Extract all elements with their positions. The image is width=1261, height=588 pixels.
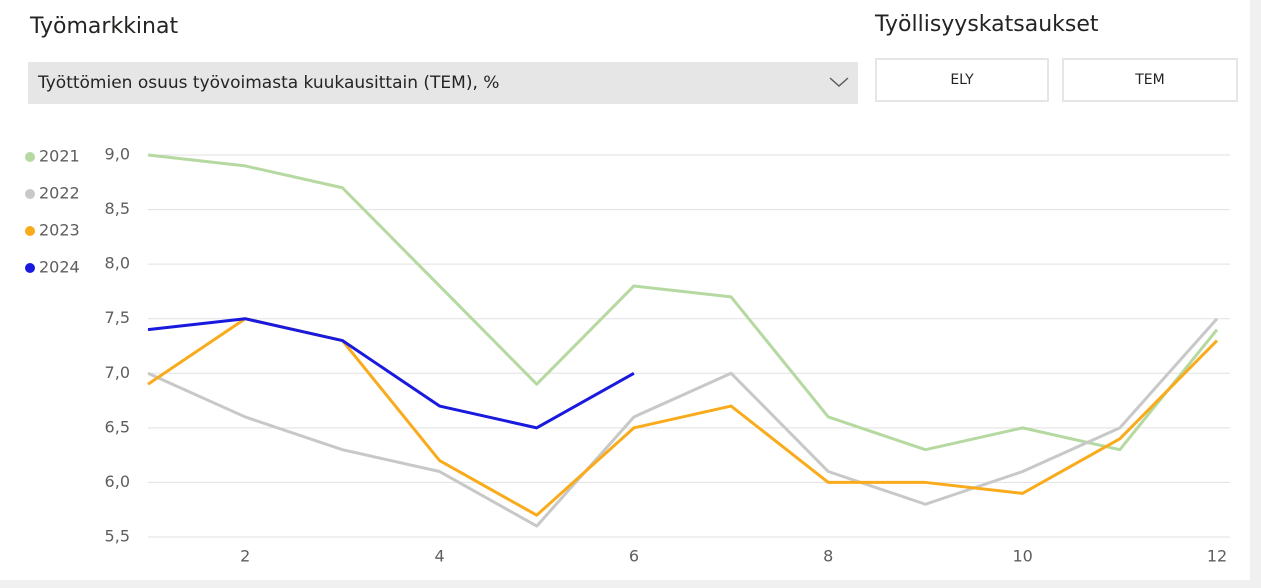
legend-label: 2021 xyxy=(39,147,80,166)
y-tick-label: 6,0 xyxy=(105,472,130,491)
legend-dot xyxy=(25,152,35,162)
button[interactable]: TEM xyxy=(1062,58,1238,102)
reports-title: Työllisyyskatsaukset xyxy=(875,12,1099,37)
chart: 5,5 6,0 6,5 7,0 7,5 8,0 8,5 9,0 2 4 6 8 10 12 2021 2022… xyxy=(25,145,1230,566)
legend-dot xyxy=(25,226,35,236)
y-tick-label: 5,5 xyxy=(105,527,130,546)
x-tick-label: 10 xyxy=(1012,547,1032,566)
header-title: Työmarkkinat xyxy=(30,14,179,39)
y-tick-label: 8,0 xyxy=(105,254,130,273)
y-tick-label: 8,5 xyxy=(105,199,130,218)
line xyxy=(147,317,1219,528)
x-tick-label: 12 xyxy=(1207,547,1227,566)
dropdown-text: Työttömien osuus työvoimasta kuukausitta… xyxy=(38,73,500,93)
y-tick-label: 7,5 xyxy=(105,308,130,327)
legend-label: 2023 xyxy=(39,221,80,240)
y-tick-label: 6,5 xyxy=(105,417,130,436)
x-tick-label: 4 xyxy=(434,547,444,566)
y-tick-label: 9,0 xyxy=(105,145,130,164)
chevron xyxy=(829,77,849,88)
x-tick-label: 6 xyxy=(629,547,639,566)
x-tick-label: 8 xyxy=(823,547,833,566)
y-tick-label: 7,0 xyxy=(105,363,130,382)
card: Työmarkkinat Työttömien osuus työvoimast… xyxy=(0,0,1250,580)
line xyxy=(147,317,1219,517)
legend-label: 2022 xyxy=(39,184,80,203)
line xyxy=(147,317,635,430)
button[interactable]: ELY xyxy=(875,58,1049,102)
line xyxy=(147,153,1219,452)
legend-label: 2024 xyxy=(39,258,80,277)
legend-dot xyxy=(25,263,35,273)
legend-dot xyxy=(25,189,35,199)
x-tick-label: 2 xyxy=(240,547,250,566)
dropdown[interactable]: Työttömien osuus työvoimasta kuukausitta… xyxy=(28,62,858,104)
